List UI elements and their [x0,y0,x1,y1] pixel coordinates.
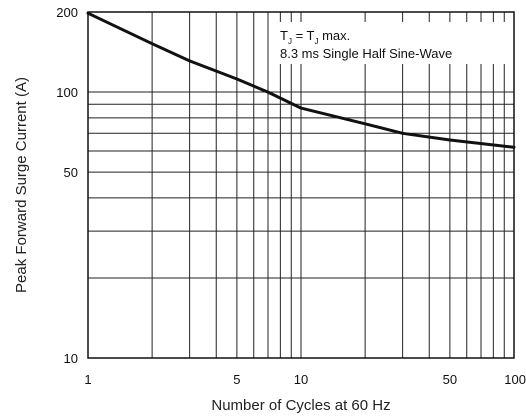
y-tick-label: 200 [56,5,78,20]
annotation-background [276,22,510,64]
waveform-annotation: 8.3 ms Single Half Sine-Wave [280,46,452,61]
x-tick-label: 1 [84,372,91,387]
series-line [86,11,516,149]
x-axis-title: Number of Cycles at 60 Hz [211,397,390,414]
condition-annotation: TJ = TJ max. [280,28,350,46]
y-tick-label: 100 [56,85,78,100]
x-tick-label: 50 [443,372,457,387]
y-tick-label: 50 [64,165,78,180]
y-tick-labels: 10 50 100 200 [56,5,78,366]
x-tick-label: 100 [504,372,526,387]
y-axis-title: Peak Forward Surge Current (A) [13,77,30,293]
series-layer [86,11,516,149]
plot-frame [87,11,515,359]
y-tick-label: 10 [64,351,78,366]
x-tick-label: 5 [233,372,240,387]
x-tick-labels: 1 5 10 50 100 [84,372,526,387]
x-tick-label: 10 [294,372,308,387]
